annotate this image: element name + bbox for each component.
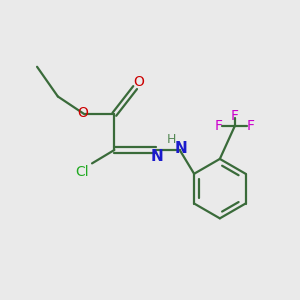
Text: F: F (247, 119, 255, 133)
Text: F: F (214, 119, 222, 133)
Text: H: H (167, 133, 176, 146)
Text: Cl: Cl (75, 165, 88, 179)
Text: N: N (151, 149, 164, 164)
Text: F: F (231, 109, 239, 123)
Text: O: O (133, 75, 144, 89)
Text: O: O (77, 106, 88, 120)
Text: N: N (175, 141, 188, 156)
